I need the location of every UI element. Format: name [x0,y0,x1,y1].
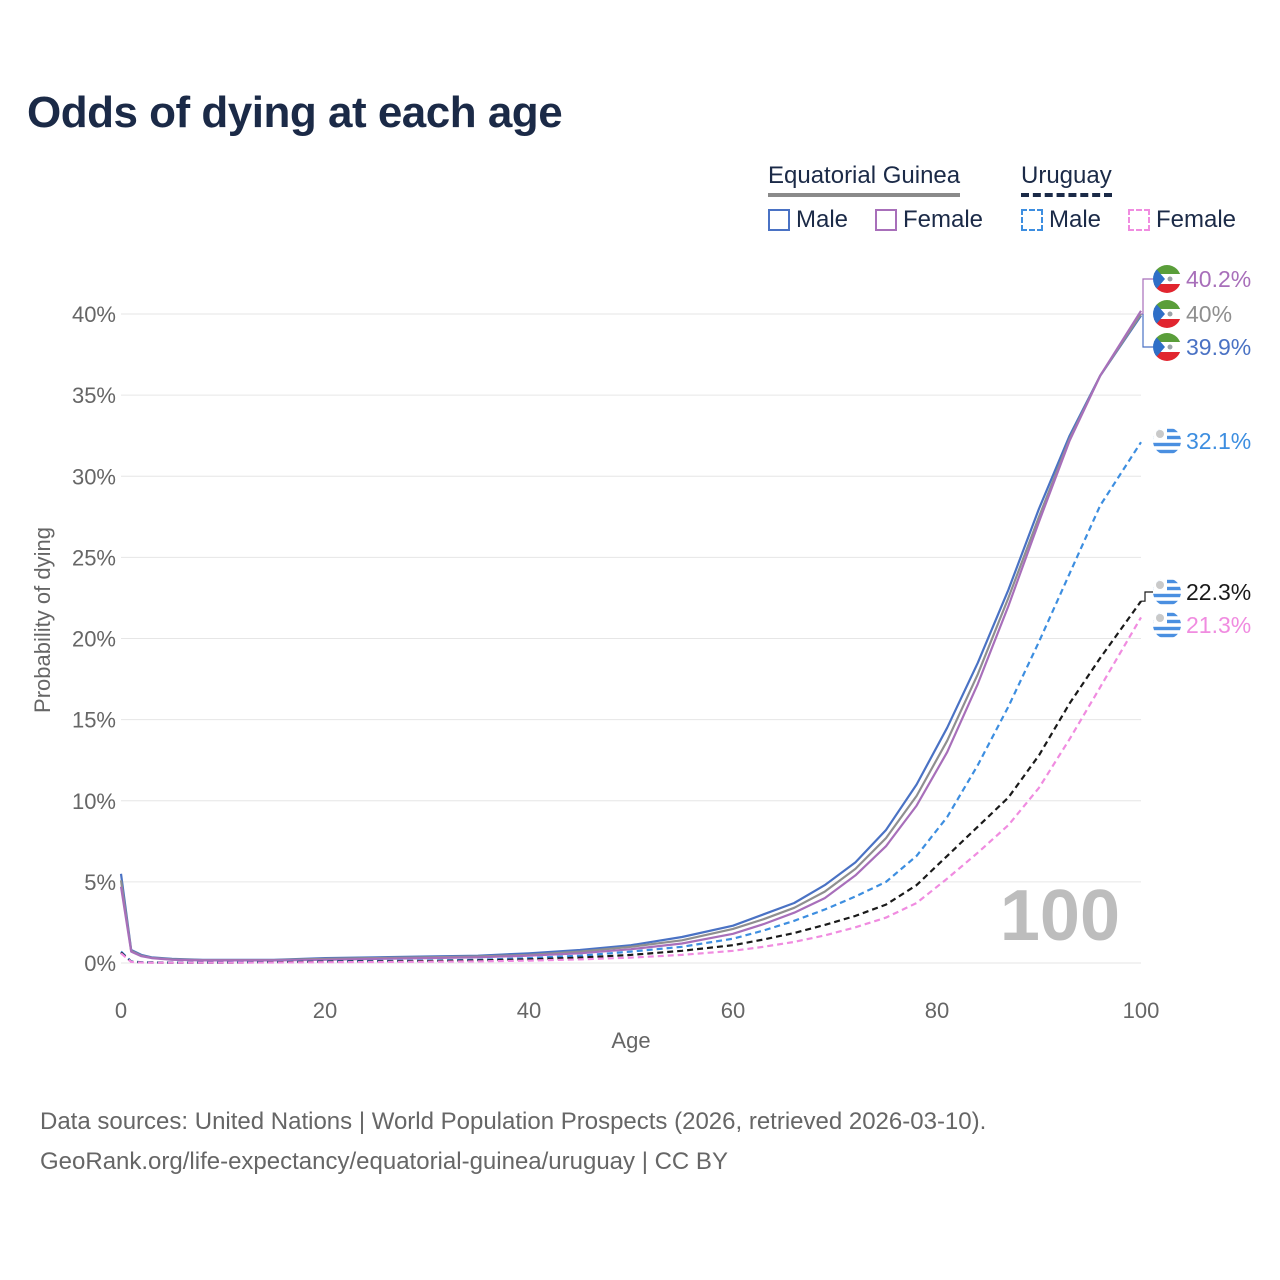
x-axis-label: Age [611,1028,650,1053]
x-tick-label: 100 [1123,998,1160,1023]
chart-title: Odds of dying at each age [27,88,563,137]
end-value-label: 21.3% [1186,612,1251,638]
legend-group-label: Uruguay [1021,162,1112,197]
end-value-label: 22.3% [1186,579,1251,605]
legend-label: Female [1156,206,1237,233]
equatorial-guinea-flag-icon [1153,265,1181,293]
series-line [120,600,1142,964]
uruguay-flag-icon [1153,611,1181,639]
end-value-label: 32.1% [1186,428,1251,454]
y-tick-label: 35% [72,383,116,408]
legend-group-label: Equatorial Guinea [768,162,961,197]
legend-group-equatorial-guinea: Equatorial Guinea [768,162,961,197]
y-tick-label: 25% [72,545,116,570]
label-connector [1142,314,1153,348]
series-line [119,310,1142,962]
uruguay-flag-icon [1153,578,1181,606]
legend-item-eq-male[interactable]: Male [768,206,848,234]
equatorial-guinea-flag-icon [1153,300,1181,328]
y-axis-label: Probability of dying [30,527,55,713]
label-connector [1141,278,1153,315]
y-tick-label: 10% [72,789,116,814]
y-tick-label: 0% [84,951,116,976]
uruguay-flag-icon [1153,427,1181,455]
x-axis-ticks: 0 20 40 60 80 100 [115,998,1159,1023]
end-value-label: 39.9% [1186,334,1251,360]
y-tick-label: 20% [72,627,116,652]
series-line [120,616,1142,964]
legend-item-uy-female[interactable]: Female [1128,206,1236,234]
legend-swatch-uy-male [1021,209,1043,231]
legend-item-uy-male[interactable]: Male [1021,206,1101,234]
x-tick-label: 20 [313,998,337,1023]
footer-sources: Data sources: United Nations | World Pop… [40,1108,987,1135]
x-tick-label: 40 [517,998,541,1023]
y-tick-label: 15% [72,708,116,733]
y-tick-label: 5% [84,870,116,895]
legend-label: Female [903,206,984,233]
series-line [119,314,1142,961]
legend-label: Male [1049,206,1102,233]
label-connector [1141,591,1153,602]
year-watermark: 100 [1000,876,1120,956]
end-value-label: 40% [1186,301,1232,327]
legend-swatch-eq-male [768,209,790,231]
x-tick-label: 60 [721,998,745,1023]
x-tick-label: 0 [115,998,127,1023]
legend-swatch-uy-female [1128,209,1150,231]
legend-swatch-eq-female [875,209,897,231]
series-lines [119,310,1142,964]
y-axis-ticks: 0% 5% 10% 15% 20% 25% 30% 35% 40% [72,302,116,976]
legend-item-eq-female[interactable]: Female [875,206,983,234]
legend-group-uruguay: Uruguay [1021,162,1112,197]
end-value-label: 40.2% [1186,266,1251,292]
x-tick-label: 80 [925,998,949,1023]
equatorial-guinea-flag-icon [1153,333,1181,361]
end-labels: 39.9% 40% 40.2% 32.1% 22.3% 21.3% [1141,265,1251,639]
series-line [120,441,1142,964]
y-tick-label: 40% [72,302,116,327]
legend-label: Male [796,206,849,233]
y-tick-label: 30% [72,464,116,489]
footer-link[interactable]: GeoRank.org/life-expectancy/equatorial-g… [40,1148,728,1175]
